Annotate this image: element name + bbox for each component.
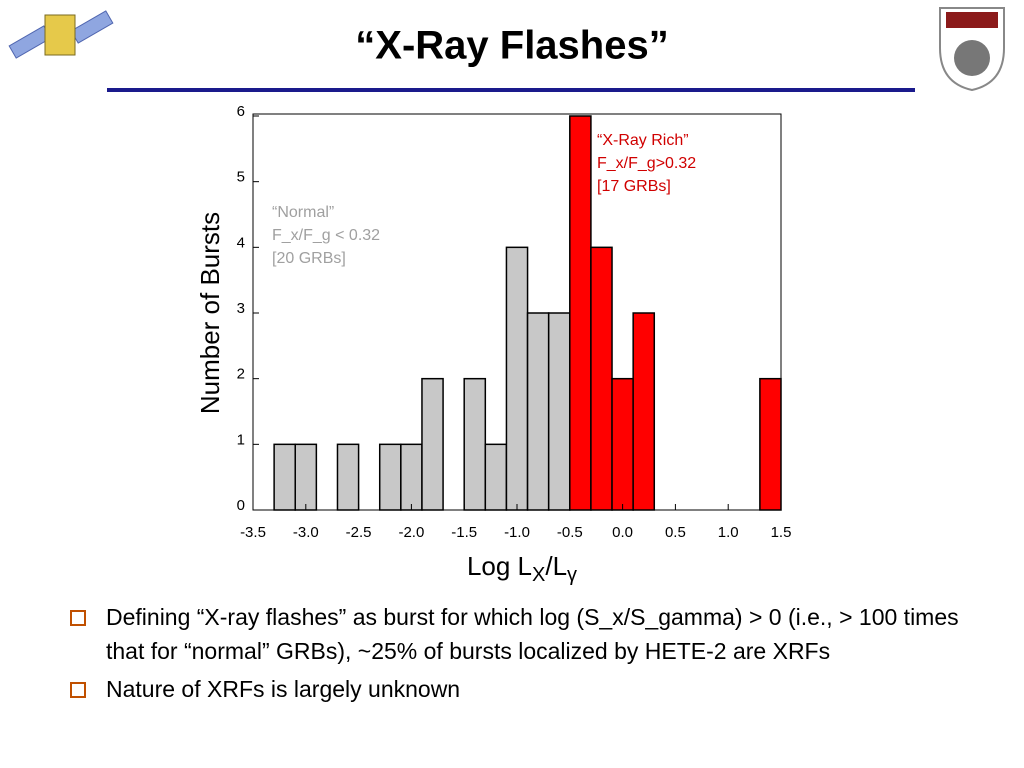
histogram-bar bbox=[632, 312, 656, 511]
x-axis-label-part: γ bbox=[567, 564, 577, 586]
x-tick-label: 0.0 bbox=[612, 524, 633, 541]
histogram-bar bbox=[611, 377, 634, 511]
histogram-bar bbox=[526, 312, 550, 511]
annotation: F_x/F_g < 0.32 bbox=[272, 227, 380, 244]
slide-title: “X-Ray Flashes” bbox=[355, 24, 668, 68]
histogram-bar bbox=[505, 246, 529, 511]
x-tick-label: 0.5 bbox=[665, 524, 686, 541]
histogram-bar bbox=[484, 443, 508, 511]
x-axis-label: Log LX/Lγ bbox=[467, 551, 577, 586]
histogram-bar bbox=[273, 443, 296, 511]
x-tick-label: 1.5 bbox=[771, 524, 792, 541]
x-axis-label-part: /L bbox=[545, 551, 567, 581]
x-tick-label: 1.0 bbox=[718, 524, 739, 541]
x-tick-label: -1.0 bbox=[504, 524, 530, 541]
chart: “X-Ray Flashes” 0 1 2 3 4 5 6 -3.5 -3.0 -2.5 -2.0 -… bbox=[8, 7, 1005, 586]
y-tick-label: 3 bbox=[237, 300, 245, 317]
x-tick-label: -1.5 bbox=[451, 524, 477, 541]
bullet-text: Defining “X-ray flashes” as burst for wh… bbox=[106, 604, 959, 664]
histogram-bar bbox=[378, 443, 402, 511]
y-tick-label: 6 bbox=[237, 103, 245, 120]
histogram-bar bbox=[547, 312, 571, 511]
x-axis-label-part: X bbox=[532, 564, 545, 586]
annotation: [17 GRBs] bbox=[597, 178, 671, 195]
histogram-bar bbox=[590, 246, 613, 511]
histogram-bar bbox=[569, 115, 592, 511]
histogram-bar bbox=[463, 377, 487, 511]
bullet: Defining “X-ray flashes” as burst for wh… bbox=[68, 600, 968, 668]
bullet-list: Defining “X-ray flashes” as burst for wh… bbox=[68, 600, 968, 710]
x-tick-label: -3.0 bbox=[293, 524, 319, 541]
y-tick-label: 5 bbox=[237, 169, 245, 186]
bullet-text: Nature of XRFs is largely unknown bbox=[106, 676, 461, 702]
histogram-bar bbox=[759, 377, 782, 511]
x-tick-label: -2.5 bbox=[346, 524, 372, 541]
x-tick-label: -3.5 bbox=[240, 524, 266, 541]
x-tick-label: -2.0 bbox=[398, 524, 424, 541]
x-tick-label: -0.5 bbox=[557, 524, 583, 541]
x-axis-label-part: Log L bbox=[467, 551, 532, 581]
histogram-bar bbox=[421, 377, 444, 511]
annotation: “Normal” bbox=[272, 204, 334, 221]
y-tick-label: 1 bbox=[237, 431, 245, 448]
bullet: Nature of XRFs is largely unknown bbox=[68, 672, 968, 706]
histogram-bar bbox=[294, 443, 318, 511]
annotation: [20 GRBs] bbox=[272, 250, 346, 267]
histogram-bar bbox=[336, 443, 360, 511]
annotation: “X-Ray Rich” bbox=[597, 132, 689, 149]
y-tick-label: 0 bbox=[237, 497, 245, 514]
annotation: F_x/F_g>0.32 bbox=[597, 155, 696, 172]
y-tick-label: 2 bbox=[237, 366, 245, 383]
histogram-bar bbox=[400, 443, 423, 511]
university-crest bbox=[939, 7, 1005, 92]
y-tick-label: 4 bbox=[237, 234, 245, 251]
y-axis-label: Number of Bursts bbox=[195, 212, 225, 414]
satellite-logo bbox=[8, 10, 114, 59]
